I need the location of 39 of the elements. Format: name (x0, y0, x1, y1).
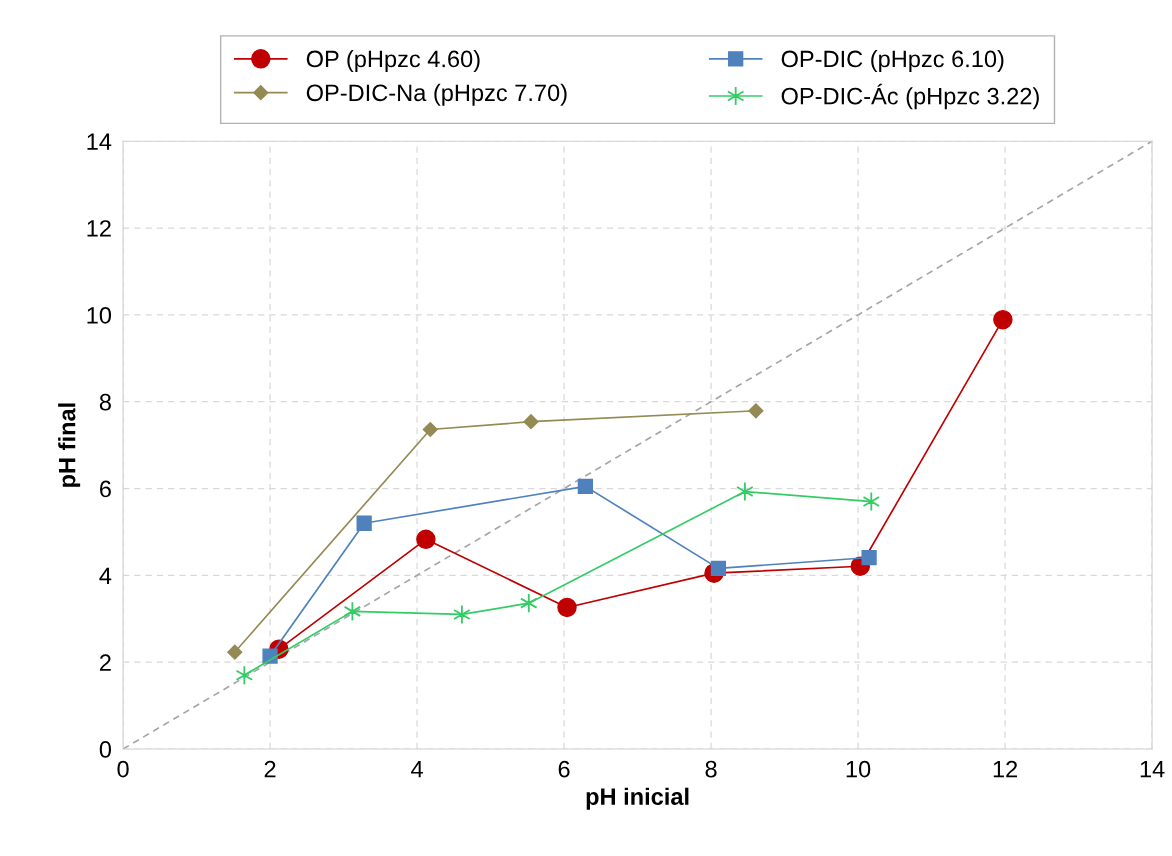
x-axis-title: pH inicial (586, 787, 689, 810)
point (356, 515, 372, 531)
point (993, 309, 1013, 330)
point (748, 403, 764, 419)
point (453, 604, 471, 625)
y-tick-label: 6 (100, 480, 111, 498)
x-tick-label: 6 (558, 760, 570, 778)
x-tick-label: 2 (264, 760, 276, 778)
y-tick-label: 12 (87, 220, 111, 237)
x-tick-label: 4 (411, 760, 423, 778)
point (416, 529, 436, 550)
y-tick-label: 10 (87, 306, 112, 324)
legend-label: OP-DIC-Na (pHpzc 7.70) (306, 83, 567, 106)
point (520, 593, 538, 614)
x-tick-label: 12 (993, 760, 1018, 778)
x-tick-label: 10 (846, 760, 871, 778)
x-tick-label: 0 (117, 760, 129, 778)
point (227, 644, 243, 660)
point (710, 560, 727, 577)
point (862, 491, 881, 512)
point (861, 549, 877, 566)
point (577, 478, 594, 495)
legend-label: OP (pHpzc 4.60) (306, 50, 480, 73)
y-axis-title: pH final (58, 403, 81, 487)
y-tick-label: 8 (99, 393, 111, 411)
point (523, 414, 539, 430)
x-tick-label: 8 (705, 760, 717, 778)
y-tick-label: 4 (99, 567, 112, 584)
legend-label: OP-DIC-Ác (pHpzc 3.22) (781, 83, 1039, 110)
point (736, 481, 754, 502)
x-tick-label: 14 (1140, 760, 1165, 778)
y-tick-label: 2 (100, 654, 111, 671)
y-tick-label: 14 (87, 133, 112, 150)
point (422, 421, 438, 438)
point (343, 601, 362, 622)
y-tick-label: 0 (99, 741, 112, 758)
point (235, 665, 254, 686)
point (557, 597, 577, 618)
legend-label: OP-DIC (pHpzc 6.10) (781, 50, 1004, 73)
